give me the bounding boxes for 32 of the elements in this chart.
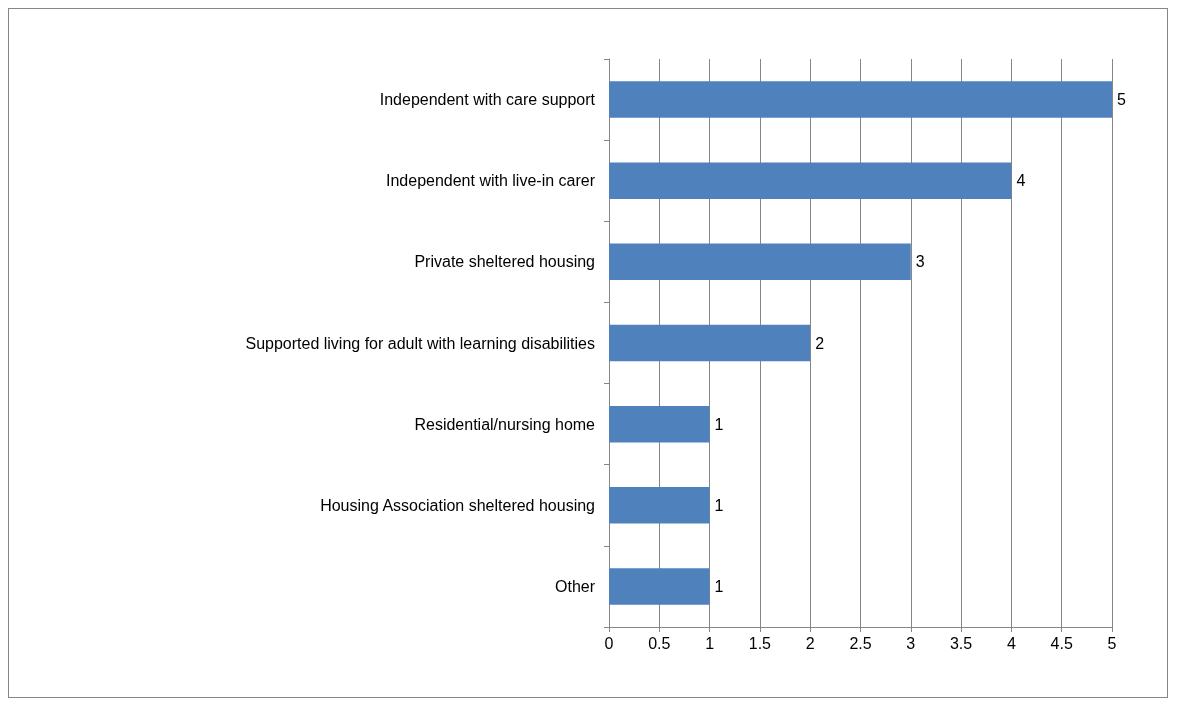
y-tick-label: Supported living for adult with learning disabilities [245, 334, 595, 352]
y-tick-label: Housing Association sheltered housing [320, 496, 595, 514]
x-tick-label: 3 [906, 634, 916, 652]
x-tick-label: 0.5 [648, 634, 671, 652]
x-tick-label: 3.5 [949, 634, 973, 652]
x-tick-label: 1.5 [748, 634, 772, 652]
data-label: 1 [714, 415, 724, 433]
bar [609, 324, 811, 362]
data-label: 1 [714, 577, 724, 595]
data-label: 4 [1016, 172, 1026, 190]
y-tick-label: Other [554, 577, 596, 595]
bar [609, 243, 911, 281]
x-tick-label: 1 [705, 634, 715, 652]
y-tick-label: Private sheltered housing [414, 253, 595, 271]
x-tick-label: 5 [1107, 634, 1117, 652]
bar [609, 162, 1012, 199]
data-label: 1 [714, 496, 724, 514]
bar [609, 81, 1112, 118]
x-tick-label: 4 [1006, 634, 1016, 652]
bar [609, 405, 710, 443]
data-label: 2 [815, 334, 825, 352]
y-tick-label: Independent with care support [379, 91, 596, 109]
bar [609, 487, 710, 524]
y-tick-label: Independent with live-in carer [385, 172, 596, 190]
x-tick-label: 2 [805, 634, 815, 652]
bar [609, 568, 710, 605]
y-tick-label: Residential/nursing home [414, 415, 596, 433]
x-tick-label: 0 [604, 634, 614, 652]
x-tick-label: 4.5 [1050, 634, 1073, 652]
data-label: 3 [915, 253, 925, 271]
data-label: 5 [1117, 91, 1126, 109]
x-tick-label: 2.5 [849, 634, 872, 652]
